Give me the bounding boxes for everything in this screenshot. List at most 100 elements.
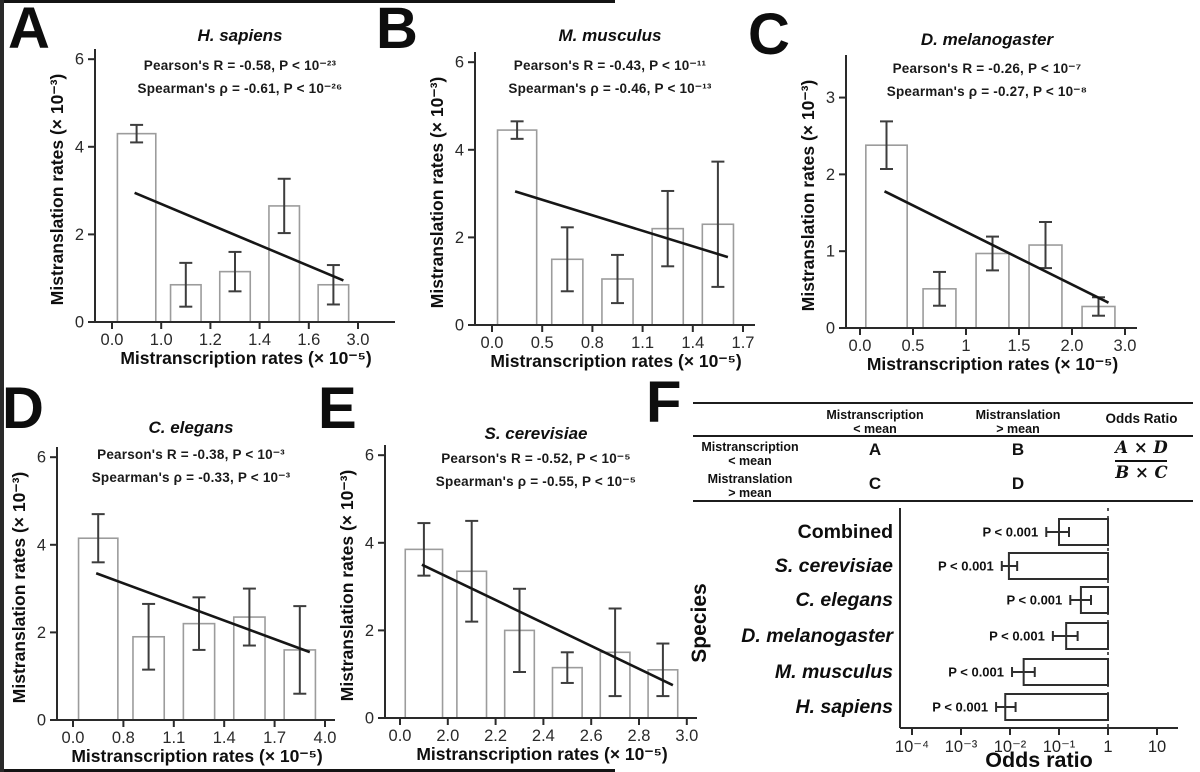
svg-text:0.5: 0.5 bbox=[902, 337, 925, 355]
row-header-line1: Mistranscription bbox=[701, 440, 799, 454]
panel-d-spearman: Spearman's ρ = -0.33, P < 10⁻³ bbox=[91, 470, 291, 485]
svg-text:1: 1 bbox=[1103, 738, 1112, 756]
svg-text:4: 4 bbox=[37, 536, 46, 554]
svg-text:1: 1 bbox=[826, 243, 835, 261]
col-header-line1: Mistranslation bbox=[975, 408, 1061, 422]
svg-text:2: 2 bbox=[37, 624, 46, 642]
panel-c-pearson: Pearson's R = -0.26, P < 10⁻⁷ bbox=[892, 61, 1082, 76]
row-header-line2: < mean bbox=[728, 454, 772, 468]
svg-text:Mistranscription rates (× 10⁻⁵: Mistranscription rates (× 10⁻⁵) bbox=[490, 351, 741, 371]
row-header-mistranslation: Mistranslation > mean bbox=[693, 472, 807, 500]
svg-text:1.0: 1.0 bbox=[150, 331, 173, 349]
panel-b-spearman: Spearman's ρ = -0.46, P < 10⁻¹³ bbox=[508, 81, 712, 96]
svg-text:1.7: 1.7 bbox=[732, 334, 755, 352]
svg-text:0.0: 0.0 bbox=[101, 331, 124, 349]
svg-text:2: 2 bbox=[455, 229, 464, 247]
svg-text:3.0: 3.0 bbox=[1114, 337, 1137, 355]
row-header-line1: Mistranslation bbox=[707, 472, 793, 486]
svg-text:4: 4 bbox=[455, 141, 464, 159]
svg-text:3.0: 3.0 bbox=[675, 727, 698, 745]
svg-text:0.0: 0.0 bbox=[481, 334, 504, 352]
svg-text:6: 6 bbox=[75, 51, 84, 69]
col-header-line1: Mistranscription bbox=[826, 408, 924, 422]
svg-text:Mistranscription rates (× 10⁻⁵: Mistranscription rates (× 10⁻⁵) bbox=[867, 354, 1118, 374]
svg-text:P < 0.001: P < 0.001 bbox=[938, 559, 994, 574]
svg-text:0: 0 bbox=[365, 710, 374, 728]
panel-a-label: A bbox=[8, 0, 50, 61]
svg-text:10⁻³: 10⁻³ bbox=[945, 738, 978, 756]
panel-c-title: D. melanogaster bbox=[920, 30, 1054, 49]
figure-border-left bbox=[0, 0, 4, 772]
svg-text:2.6: 2.6 bbox=[580, 727, 603, 745]
svg-text:10⁻²: 10⁻² bbox=[994, 738, 1027, 756]
svg-text:D. melanogaster: D. melanogaster bbox=[741, 625, 894, 647]
svg-text:P < 0.001: P < 0.001 bbox=[1006, 593, 1062, 608]
svg-text:Combined: Combined bbox=[798, 521, 893, 543]
cell-a: A bbox=[868, 440, 882, 459]
svg-text:1.1: 1.1 bbox=[162, 729, 185, 747]
panel-f-label: F bbox=[646, 370, 682, 435]
svg-text:Odds ratio: Odds ratio bbox=[985, 748, 1093, 772]
svg-text:4: 4 bbox=[75, 138, 84, 156]
panel-d-label: D bbox=[2, 376, 44, 441]
svg-text:Mistranscription rates (× 10⁻⁵: Mistranscription rates (× 10⁻⁵) bbox=[71, 746, 322, 766]
svg-text:0.0: 0.0 bbox=[389, 727, 412, 745]
panel-d-pearson: Pearson's R = -0.38, P < 10⁻³ bbox=[97, 447, 285, 462]
svg-text:Mistranslation rates (× 10⁻³): Mistranslation rates (× 10⁻³) bbox=[337, 470, 357, 701]
panel-e-title: S. cerevisiae bbox=[484, 424, 588, 443]
figure-border-top bbox=[0, 0, 615, 3]
svg-text:Mistranslation rates (× 10⁻³): Mistranslation rates (× 10⁻³) bbox=[9, 472, 29, 703]
svg-text:H. sapiens: H. sapiens bbox=[795, 696, 893, 718]
svg-text:Species: Species bbox=[688, 583, 711, 662]
col-header-line1: Odds Ratio bbox=[1105, 411, 1178, 426]
panel-a-spearman: Spearman's ρ = -0.61, P < 10⁻²⁶ bbox=[137, 81, 343, 96]
svg-text:Mistranslation rates (× 10⁻³): Mistranslation rates (× 10⁻³) bbox=[427, 77, 447, 308]
svg-text:P < 0.001: P < 0.001 bbox=[932, 700, 988, 715]
svg-text:0: 0 bbox=[826, 320, 835, 338]
svg-text:6: 6 bbox=[455, 54, 464, 72]
row-header-mistranscription: Mistranscription < mean bbox=[693, 440, 807, 468]
svg-text:P < 0.001: P < 0.001 bbox=[989, 629, 1045, 644]
svg-text:6: 6 bbox=[365, 447, 374, 465]
table-header-rule bbox=[693, 435, 1193, 437]
svg-text:C. elegans: C. elegans bbox=[795, 589, 893, 611]
panel-a-pearson: Pearson's R = -0.58, P < 10⁻²³ bbox=[143, 58, 337, 73]
svg-text:3: 3 bbox=[826, 89, 835, 107]
svg-text:6: 6 bbox=[37, 449, 46, 467]
svg-text:2.0: 2.0 bbox=[436, 727, 459, 745]
col-header-mistranslation: Mistranslation > mean bbox=[943, 408, 1093, 436]
panel-b-label: B bbox=[376, 0, 418, 61]
panel-e-chart: 0 2 4 6 0.0 2.0 2.2 2.4 2.6 2.8 3.0 Mistranscriptio… bbox=[337, 445, 698, 764]
svg-text:2.8: 2.8 bbox=[628, 727, 651, 745]
svg-text:1.7: 1.7 bbox=[263, 729, 286, 747]
svg-text:P < 0.001: P < 0.001 bbox=[982, 525, 1038, 540]
svg-text:1.5: 1.5 bbox=[1008, 337, 1031, 355]
panel-d-title: C. elegans bbox=[148, 418, 234, 437]
svg-text:Mistranscription rates (× 10⁻⁵: Mistranscription rates (× 10⁻⁵) bbox=[416, 744, 667, 764]
svg-text:0.8: 0.8 bbox=[581, 334, 604, 352]
svg-text:0.5: 0.5 bbox=[531, 334, 554, 352]
svg-text:1.6: 1.6 bbox=[297, 331, 320, 349]
svg-text:Mistranslation rates (× 10⁻³): Mistranslation rates (× 10⁻³) bbox=[47, 74, 67, 305]
svg-text:M. musculus: M. musculus bbox=[775, 661, 893, 683]
panel-c-spearman: Spearman's ρ = -0.27, P < 10⁻⁸ bbox=[886, 84, 1088, 99]
svg-text:P < 0.001: P < 0.001 bbox=[948, 665, 1004, 680]
svg-text:2.0: 2.0 bbox=[1061, 337, 1084, 355]
cell-d: D bbox=[1011, 474, 1025, 493]
figure-border-bottom bbox=[0, 769, 615, 772]
svg-text:0: 0 bbox=[37, 712, 46, 730]
svg-text:0.0: 0.0 bbox=[849, 337, 872, 355]
svg-text:2: 2 bbox=[826, 166, 835, 184]
svg-text:0.0: 0.0 bbox=[62, 729, 85, 747]
svg-text:2.2: 2.2 bbox=[484, 727, 507, 745]
panel-e-pearson: Pearson's R = -0.52, P < 10⁻⁵ bbox=[441, 451, 631, 466]
svg-text:1.4: 1.4 bbox=[248, 331, 271, 349]
col-header-mistranscription: Mistranscription < mean bbox=[807, 408, 943, 436]
svg-text:10: 10 bbox=[1148, 738, 1166, 756]
row-header-line2: > mean bbox=[728, 486, 772, 500]
svg-text:0.8: 0.8 bbox=[112, 729, 135, 747]
svg-text:2: 2 bbox=[75, 226, 84, 244]
